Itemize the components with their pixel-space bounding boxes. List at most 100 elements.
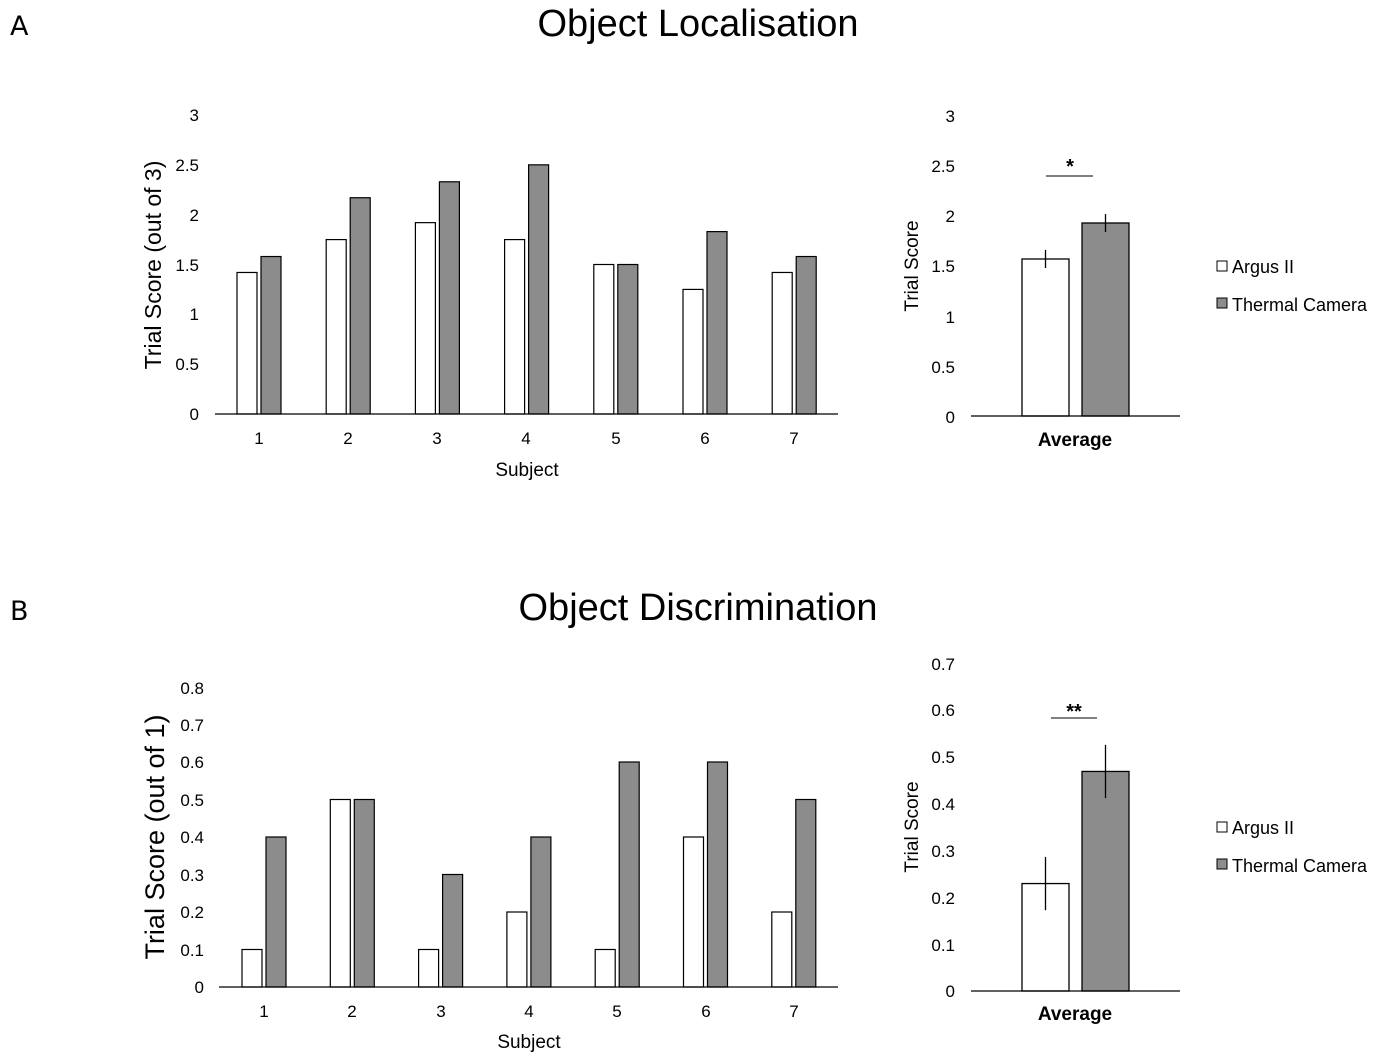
legend-label-thermal-camera: Thermal Camera [1232,856,1368,876]
legend-label-argus-ii: Argus II [1232,818,1294,838]
y-tick-label: 0 [190,405,199,424]
legend-swatch-thermal-camera [1216,297,1228,309]
x-tick-label: 4 [524,1002,533,1021]
panel-a: A Object Localisation Trial Score (out o… [10,3,1368,481]
y-tick-label: 0.2 [180,903,204,922]
y-tick-label: 1.5 [175,256,199,275]
y-tick-label: 0.1 [180,941,204,960]
y-tick-label: 0.5 [180,791,204,810]
x-tick-label: 2 [347,1002,356,1021]
y-tick-label: 1 [190,305,199,324]
legend-swatch-argus-ii [1216,821,1228,833]
bar-thermal-camera-subject-4 [527,164,550,415]
y-tick-label: 0.2 [931,889,955,908]
chart-a-main-x-axis-title: Subject [495,460,559,481]
chart-a-main: Trial Score (out of 3) 0 0.5 1 1.5 2 2.5… [140,106,838,481]
chart-b-main-y-axis-title: Trial Score (out of 1) [140,714,170,959]
bar-argus-ii-subject-4 [506,911,528,988]
chart-a-average: Trial Score 0 0.5 1 1.5 2 2.5 3 Average … [902,107,1368,451]
x-tick-label: 3 [432,429,441,448]
chart-b-average-y-axis-title: Trial Score [902,781,923,872]
chart-a-main-x-ticks: 1 2 3 4 5 6 7 [254,429,798,448]
y-tick-label: 0 [195,978,204,997]
chart-a-average-bars [1021,214,1130,417]
bar-argus-ii-subject-1 [241,948,263,988]
bar-argus-ii-subject-2 [325,238,347,415]
y-tick-label: 0.6 [180,753,204,772]
x-tick-label: 2 [343,429,352,448]
y-tick-label: 0.7 [931,655,955,674]
bar-thermal-camera-subject-6 [706,231,728,415]
y-tick-label: 0.6 [931,701,955,720]
x-tick-label: 5 [611,429,620,448]
chart-a-main-y-ticks: 0 0.5 1 1.5 2 2.5 3 [175,106,199,424]
y-tick-label: 2.5 [931,157,955,176]
y-tick-label: 0.3 [180,866,204,885]
bar-argus-ii-subject-6 [682,836,705,988]
y-tick-label: 0 [946,408,955,427]
y-tick-label: 3 [190,106,199,125]
x-tick-label: 6 [700,429,709,448]
x-tick-label: 7 [789,429,798,448]
bar-argus-ii-subject-5 [594,948,616,988]
y-tick-label: 0.5 [931,358,955,377]
chart-a-average-x-label: Average [1038,430,1112,451]
significance-marker: ** [1066,701,1082,723]
y-tick-label: 0.8 [180,679,204,698]
legend-label-thermal-camera: Thermal Camera [1232,295,1368,315]
bar-argus-ii-subject-7 [771,271,793,415]
bar-argus-ii-subject-5 [593,263,615,415]
bar-thermal-camera-subject-6 [706,761,729,988]
bar-argus-ii-subject-1 [236,271,258,415]
chart-b-average: Trial Score 0 0.1 0.2 0.3 0.4 0.5 0.6 0.… [902,655,1368,1025]
bar-thermal-camera-average [1081,222,1130,417]
bar-argus-ii-subject-7 [771,911,793,988]
y-tick-label: 3 [946,107,955,126]
x-tick-label: 4 [521,429,530,448]
bar-argus-ii-subject-3 [414,222,436,415]
y-tick-label: 1 [946,308,955,327]
x-tick-label: 1 [254,429,263,448]
chart-b-average-y-ticks: 0 0.1 0.2 0.3 0.4 0.5 0.6 0.7 [931,655,955,1001]
chart-a-main-bars [236,164,817,415]
bar-thermal-camera-subject-1 [265,836,287,988]
bar-argus-ii-subject-4 [504,238,526,415]
bar-thermal-camera-subject-2 [353,798,375,988]
bar-argus-ii-subject-3 [418,948,440,988]
chart-a-average-y-ticks: 0 0.5 1 1.5 2 2.5 3 [931,107,955,427]
legend-label-argus-ii: Argus II [1232,257,1294,277]
panel-b: B Object Discrimination Trial Score (out… [10,587,1368,1052]
bar-thermal-camera-subject-4 [530,836,552,988]
bar-argus-ii-subject-6 [682,288,704,415]
chart-a-average-y-axis-title: Trial Score [902,220,923,311]
chart-b-main-x-axis-title: Subject [497,1032,561,1052]
y-tick-label: 0.7 [180,716,204,735]
bar-argus-ii-average [1021,258,1070,417]
significance-marker: * [1066,156,1074,178]
panel-b-letter: B [10,596,29,627]
y-tick-label: 0.1 [931,936,955,955]
chart-b-legend: Argus II Thermal Camera [1216,818,1368,876]
chart-b-average-x-label: Average [1038,1004,1112,1025]
y-tick-label: 1.5 [931,257,955,276]
chart-b-main-bars [241,761,817,988]
legend-swatch-thermal-camera [1216,858,1228,870]
y-tick-label: 2 [190,206,199,225]
bar-argus-ii-subject-2 [329,798,351,988]
bar-thermal-camera-subject-5 [617,263,639,415]
y-tick-label: 2 [946,207,955,226]
y-tick-label: 2.5 [175,156,199,175]
chart-a-main-y-axis-title: Trial Score (out of 3) [140,161,166,370]
panel-a-letter: A [10,11,29,42]
bar-thermal-camera-subject-7 [795,798,817,988]
bar-thermal-camera-subject-2 [349,197,371,415]
chart-b-main-y-ticks: 0 0.1 0.2 0.3 0.4 0.5 0.6 0.7 0.8 [180,679,204,997]
bar-thermal-camera-subject-5 [618,761,640,988]
chart-b-main: Trial Score (out of 1) 0 0.1 0.2 0.3 0.4… [140,679,838,1052]
y-tick-label: 0.5 [931,748,955,767]
y-tick-label: 0.4 [931,795,955,814]
panel-b-title: Object Discrimination [519,587,878,629]
y-tick-label: 0 [946,982,955,1001]
chart-a-legend: Argus II Thermal Camera [1216,257,1368,315]
